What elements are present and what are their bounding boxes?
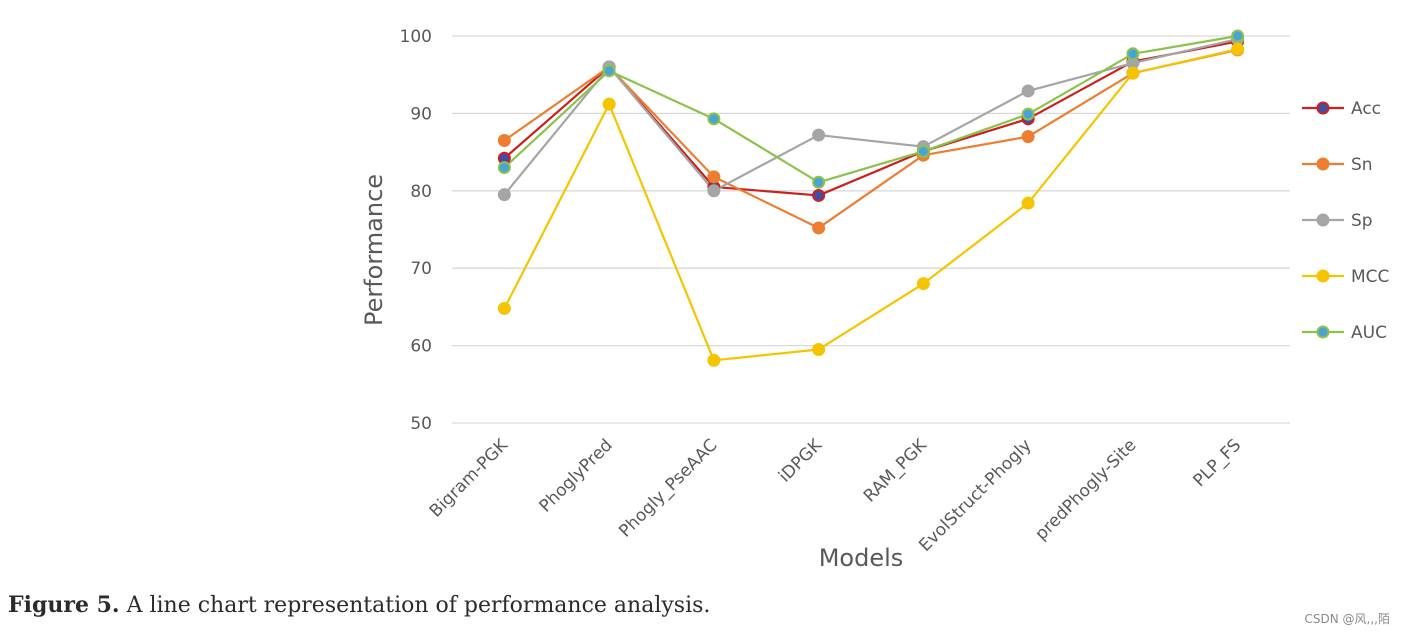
- x-tick-label: iDPGK: [775, 435, 827, 487]
- caption-label: Figure 5.: [8, 592, 120, 618]
- point-auc: [1021, 107, 1035, 121]
- legend-marker-mcc: [1316, 269, 1330, 283]
- point-sn: [707, 170, 721, 184]
- point-sp: [812, 128, 826, 142]
- legend-label-sn: Sn: [1351, 155, 1373, 175]
- point-mcc: [1021, 196, 1035, 210]
- legend-marker-sn: [1316, 157, 1330, 171]
- point-auc: [707, 112, 721, 126]
- point-sn: [812, 221, 826, 235]
- x-tick-label: PhoglyPred: [535, 435, 616, 516]
- y-tick-label: 50: [410, 414, 432, 434]
- y-tick-label: 60: [410, 337, 432, 357]
- point-mcc: [916, 277, 930, 291]
- x-tick-label: EvolStruct-Phogly: [915, 435, 1035, 555]
- x-axis-title: Models: [819, 544, 904, 572]
- legend-label-mcc: MCC: [1351, 267, 1389, 287]
- y-tick-label: 100: [400, 27, 432, 47]
- y-tick-label: 80: [410, 182, 432, 202]
- gridlines: [452, 35, 1290, 424]
- point-auc: [916, 144, 930, 158]
- x-tick-label: predPhogly-Site: [1031, 435, 1140, 544]
- legend-marker-auc: [1316, 325, 1330, 339]
- y-axis-ticks: 50 60 70 80 90 100: [400, 27, 432, 434]
- x-tick-label: RAM_PGK: [860, 435, 932, 507]
- point-auc: [812, 175, 826, 189]
- y-tick-label: 70: [410, 259, 432, 279]
- x-tick-label: PLP_FS: [1189, 435, 1245, 491]
- x-tick-label: Phogly_PseAAC: [615, 435, 721, 541]
- series-line-sn: [503, 48, 1238, 230]
- legend-label-auc: AUC: [1351, 323, 1387, 343]
- point-mcc: [1126, 66, 1140, 80]
- point-sp: [707, 184, 721, 198]
- series-points: [497, 29, 1245, 367]
- point-mcc: [1231, 42, 1245, 56]
- point-sn: [497, 133, 511, 147]
- point-acc: [812, 188, 826, 202]
- point-auc: [602, 64, 616, 78]
- point-sp: [497, 188, 511, 202]
- series-line-auc: [503, 34, 1238, 184]
- legend-marker-acc: [1316, 101, 1330, 115]
- legend: Acc Sn Sp MCC AUC: [1302, 99, 1389, 343]
- series-line-mcc: [503, 48, 1238, 362]
- y-axis-title: Performance: [360, 174, 388, 326]
- legend-label-acc: Acc: [1351, 99, 1381, 119]
- y-tick-label: 90: [410, 104, 432, 124]
- point-mcc: [812, 342, 826, 356]
- legend-marker-sp: [1316, 213, 1330, 227]
- point-sp: [1021, 84, 1035, 98]
- series-lines: [503, 34, 1238, 362]
- point-auc: [1231, 29, 1245, 43]
- point-mcc: [497, 301, 511, 315]
- legend-label-sp: Sp: [1351, 211, 1373, 231]
- point-mcc: [707, 353, 721, 367]
- series-line-sp: [503, 38, 1238, 196]
- point-auc: [497, 161, 511, 175]
- point-sn: [1021, 130, 1035, 144]
- point-auc: [1126, 47, 1140, 61]
- point-mcc: [602, 97, 616, 111]
- caption-text: A line chart representation of performan…: [119, 593, 711, 618]
- x-tick-label: Bigram-PGK: [426, 435, 513, 522]
- figure-caption: Figure 5. A line chart representation of…: [8, 592, 710, 618]
- watermark: CSDN @风,,,陌: [1304, 612, 1390, 626]
